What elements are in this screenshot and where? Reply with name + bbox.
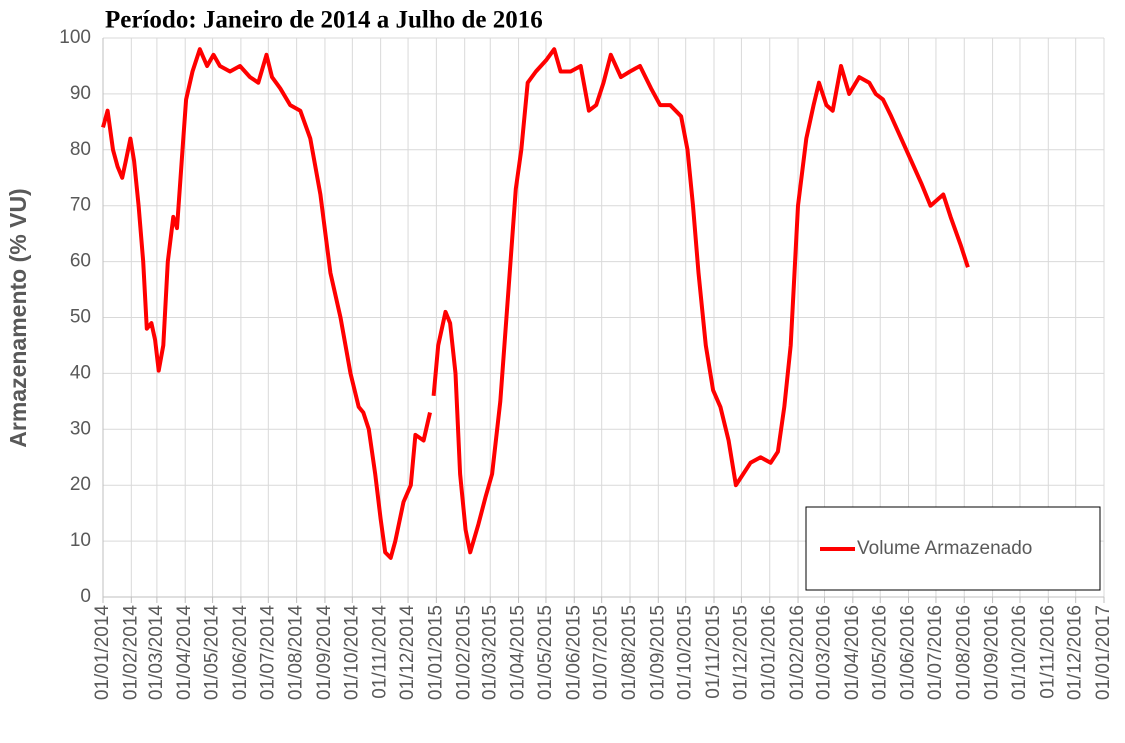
x-tick-label: 01/05/2016 — [869, 605, 890, 700]
x-tick-label: 01/09/2015 — [647, 605, 668, 700]
x-tick-label: 01/07/2014 — [257, 605, 278, 701]
y-tick-label: 50 — [70, 307, 91, 328]
x-tick-label: 01/10/2015 — [675, 605, 696, 700]
y-axis-label: Armazenamento (% VU) — [5, 188, 31, 447]
x-tick-label: 01/01/2016 — [759, 605, 780, 700]
data-line — [101, 47, 970, 560]
legend-label: Volume Armazenado — [857, 538, 1032, 559]
x-tick-label: 01/02/2015 — [454, 605, 475, 700]
x-tick-label: 01/12/2015 — [730, 605, 751, 700]
x-tick-label: 01/10/2014 — [341, 605, 362, 701]
x-tick-label: 01/12/2014 — [397, 605, 418, 701]
y-tick-label: 0 — [80, 586, 91, 607]
x-tick-label: 01/03/2015 — [479, 605, 500, 700]
x-tick-label: 01/11/2014 — [370, 605, 391, 699]
x-tick-label: 01/01/2017 — [1093, 605, 1114, 700]
x-tick-label: 01/09/2014 — [314, 605, 335, 701]
y-tick-label: 10 — [70, 530, 91, 551]
y-tick-label: 100 — [59, 27, 91, 48]
y-tick-label: 60 — [70, 251, 91, 272]
x-tick-label: 01/06/2015 — [563, 605, 584, 700]
y-tick-label: 70 — [70, 195, 91, 216]
y-tick-label: 80 — [70, 139, 91, 160]
x-tick-label: 01/10/2016 — [1009, 605, 1030, 700]
legend: Volume Armazenado — [805, 506, 1101, 591]
x-tick-label: 01/11/2015 — [703, 605, 724, 699]
x-tick-label: 01/06/2014 — [230, 605, 251, 701]
chart-title: Período: Janeiro de 2014 a Julho de 2016 — [105, 7, 543, 34]
x-tick-label: 01/06/2016 — [898, 605, 919, 700]
x-tick-label: 01/05/2015 — [535, 605, 556, 700]
x-tick-label: 01/04/2014 — [174, 605, 195, 701]
x-tick-label: 01/12/2016 — [1065, 605, 1086, 700]
x-tick-label: 01/04/2016 — [842, 605, 863, 700]
x-tick-label: 01/09/2016 — [982, 605, 1003, 700]
x-tick-label: 01/01/2014 — [92, 605, 113, 701]
y-tick-label: 40 — [70, 362, 91, 383]
x-tick-label: 01/02/2014 — [120, 605, 141, 701]
y-tick-label: 20 — [70, 474, 91, 495]
x-tick-label: 01/02/2016 — [787, 605, 808, 700]
x-tick-label: 01/01/2015 — [425, 605, 446, 700]
x-tick-label: 01/08/2014 — [286, 605, 307, 701]
y-tick-label: 90 — [70, 83, 91, 104]
x-tick-label: 01/11/2016 — [1037, 605, 1058, 699]
x-tick-label: 01/03/2014 — [146, 605, 167, 701]
x-tick-label: 01/07/2015 — [591, 605, 612, 700]
y-tick-label: 30 — [70, 418, 91, 439]
x-tick-label: 01/08/2016 — [953, 605, 974, 700]
x-tick-label: 01/03/2016 — [814, 605, 835, 700]
x-tick-label: 01/07/2016 — [925, 605, 946, 700]
x-tick-label: 01/08/2015 — [619, 605, 640, 700]
x-tick-label: 01/04/2015 — [508, 605, 529, 700]
x-tick-label: 01/05/2014 — [202, 605, 223, 701]
